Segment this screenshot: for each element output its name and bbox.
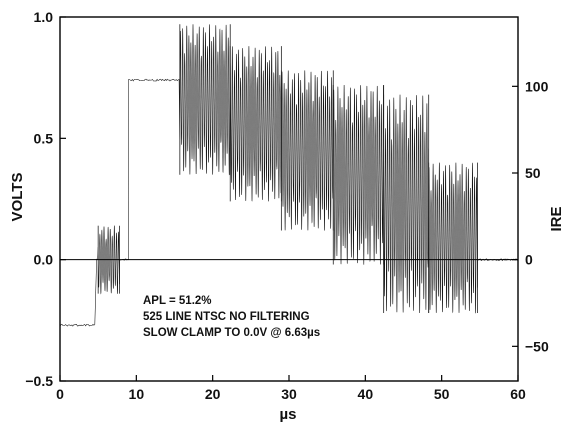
y-tick-label: −0.5 [25, 373, 53, 389]
y2-tick-label: −50 [525, 338, 549, 354]
annotation-apl: APL = 51.2% [143, 295, 212, 307]
y-axis-title: VOLTS [9, 173, 26, 222]
y2-tick-label: 0 [525, 252, 533, 268]
annotation-line-standard: 525 LINE NTSC NO FILTERING [143, 311, 310, 323]
y2-tick-label: 50 [525, 165, 541, 181]
annotation-clamp: SLOW CLAMP TO 0.0V @ 6.63µs [143, 327, 320, 339]
x-tick-label: 20 [205, 386, 221, 402]
y-tick-label: 1.0 [34, 9, 54, 25]
y2-tick-label: 100 [525, 78, 549, 94]
x-tick-label: 50 [434, 386, 450, 402]
y2-axis-title: IRE [548, 206, 565, 231]
waveform-series [60, 24, 518, 326]
x-tick-label: 60 [510, 386, 526, 402]
x-tick-label: 0 [56, 386, 64, 402]
x-tick-label: 10 [129, 386, 145, 402]
x-axis-ticks: 0 10 20 30 40 50 60 [56, 375, 526, 402]
x-axis-title: µs [280, 406, 297, 423]
waveform-trace [60, 24, 518, 326]
x-tick-label: 40 [358, 386, 374, 402]
x-tick-label: 30 [281, 386, 297, 402]
y-tick-label: 0.0 [34, 252, 54, 268]
y-tick-label: 0.5 [34, 130, 54, 146]
